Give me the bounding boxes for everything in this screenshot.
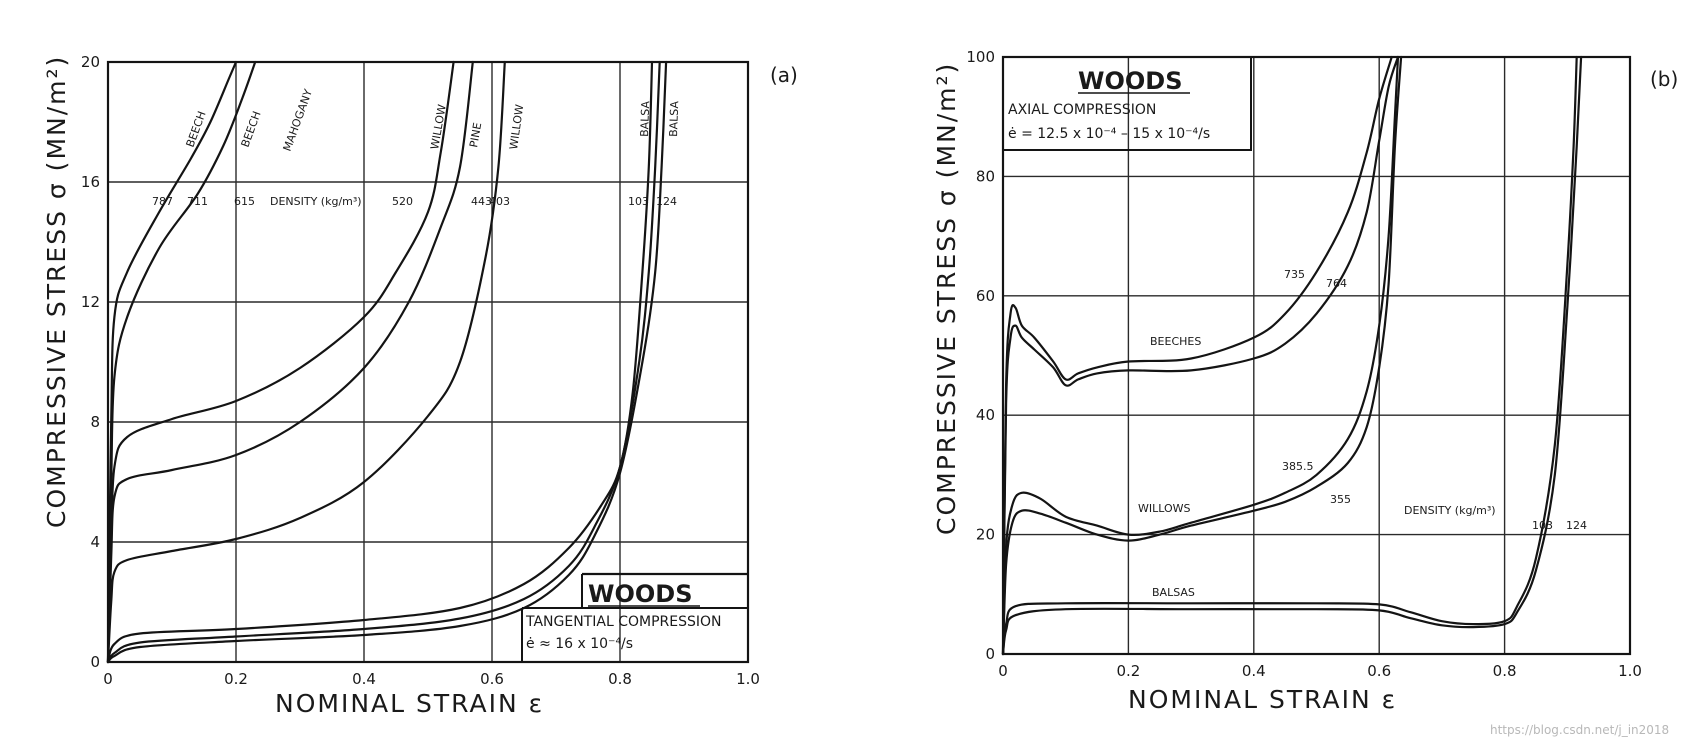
panel-b-series-willows-385-5	[1001, 55, 1400, 656]
panel-a-curve-label-balsa-1: BALSA	[638, 100, 652, 137]
panel-b-legend-line1: AXIAL COMPRESSION	[1008, 102, 1156, 118]
panel-b-chart: 0 0.2 0.4 0.6 0.8 1.0 0 20 40 60 80 100 (b) NOMINAL…	[932, 48, 1678, 714]
panel-b-y-tick-3: 60	[976, 287, 995, 305]
panel-b-legend-title: WOODS	[1078, 67, 1182, 95]
panel-b-group-label-balsas: BALSAS	[1152, 586, 1195, 599]
panel-a-x-tick-2: 0.4	[352, 670, 376, 688]
panel-b-density-735: 735	[1284, 268, 1305, 281]
panel-a-y-tick-1: 4	[90, 533, 100, 551]
panel-b-y-tick-2: 40	[976, 406, 995, 424]
panel-b-x-tick-3: 0.6	[1367, 662, 1391, 680]
panel-b-y-tick-0: 0	[985, 645, 995, 663]
panel-a-x-tick-5: 1.0	[736, 670, 760, 688]
panel-a-series-pine-443	[106, 60, 506, 664]
panel-a-y-tick-2: 8	[90, 413, 100, 431]
panel-b-x-axis-label: NOMINAL STRAIN ε	[1128, 685, 1397, 714]
panel-b-density-355: 355	[1330, 493, 1351, 506]
panel-b-y-tick-5: 100	[966, 48, 995, 66]
panel-a-x-tick-1: 0.2	[224, 670, 248, 688]
panel-a-plot-frame	[106, 60, 750, 664]
panel-b-density-124: 124	[1566, 519, 1587, 532]
panel-a-x-tick-3: 0.6	[480, 670, 504, 688]
panel-a-x-axis-label: NOMINAL STRAIN ε	[275, 689, 544, 718]
panel-a-chart: 0 0.2 0.4 0.6 0.8 1.0 0 4 8 12 16 20 (a) NOMINAL ST…	[42, 53, 798, 718]
panel-a-curve-label-mahogany: MAHOGANY	[281, 87, 316, 153]
panel-b-series-balsas-103	[1001, 55, 1578, 656]
panel-b-legend-line2: ė = 12.5 x 10⁻⁴ – 15 x 10⁻⁴/s	[1008, 126, 1210, 142]
panel-b-series-willows-355	[1001, 55, 1403, 656]
panel-a-density-520: 520	[392, 195, 413, 208]
panel-a-label: (a)	[770, 63, 798, 87]
panel-a-series-mahogany-615	[106, 60, 455, 664]
panel-a-curve-label-willow-2: WILLOW	[507, 103, 526, 150]
panel-a-curve-label-beech-2: BEECH	[239, 109, 264, 149]
panel-a-curve-label-balsa-2: BALSA	[667, 100, 681, 137]
panel-a-curve-label-pine: PINE	[467, 122, 484, 149]
panel-a-density-103: 103	[628, 195, 649, 208]
panel-a-y-tick-0: 0	[90, 653, 100, 671]
panel-a-curve-label-beech-1: BEECH	[184, 109, 209, 149]
panel-b-x-tick-1: 0.2	[1116, 662, 1140, 680]
panel-a-series-willow-520	[106, 60, 474, 664]
panel-b-plot-frame	[1001, 55, 1632, 656]
panel-b-y-tick-1: 20	[976, 526, 995, 544]
panel-b-group-label-willows: WILLOWS	[1138, 502, 1191, 515]
panel-b-x-tick-5: 1.0	[1618, 662, 1642, 680]
panel-a-series-beech-711	[106, 60, 257, 664]
watermark: https://blog.csdn.net/j_in2018	[1490, 723, 1669, 737]
panel-b-density-764: 764	[1326, 277, 1347, 290]
panel-b-group-label-beeches: BEECHES	[1150, 335, 1201, 348]
panel-a-series-willow-403	[106, 60, 654, 664]
panel-b-x-tick-0: 0	[998, 662, 1008, 680]
panel-a-y-axis-label: COMPRESSIVE STRESS σ (MN/m²)	[42, 55, 71, 528]
panel-a-density-787: 787	[152, 195, 173, 208]
panel-a-x-tick-0: 0	[103, 670, 113, 688]
panel-a-y-tick-4: 16	[81, 173, 100, 191]
panel-a-legend-title: WOODS	[588, 580, 692, 608]
panel-a-density-403: 403	[489, 195, 510, 208]
panel-a-series-beech-787	[106, 60, 238, 664]
panel-a-y-tick-3: 12	[81, 293, 100, 311]
panel-a-density-615: 615	[234, 195, 255, 208]
panel-a-density-443: 443	[471, 195, 492, 208]
panel-b-label: (b)	[1650, 67, 1678, 91]
panel-a-series-balsa-103	[106, 60, 661, 664]
panel-a-x-tick-4: 0.8	[608, 670, 632, 688]
panel-a-density-label: DENSITY (kg/m³)	[270, 195, 362, 208]
panel-b-series-beeches-735	[1001, 55, 1393, 656]
panel-b-x-tick-2: 0.4	[1242, 662, 1266, 680]
panel-b-density-385-5: 385.5	[1282, 460, 1314, 473]
panel-b-density-103: 103	[1532, 519, 1553, 532]
panel-a-series-balsa-124	[106, 60, 668, 664]
panel-b-density-label: DENSITY (kg/m³)	[1404, 504, 1496, 517]
panel-b-series-balsas-124	[1001, 55, 1583, 656]
panel-a-y-tick-5: 20	[81, 53, 100, 71]
panel-b-y-tick-4: 80	[976, 167, 995, 185]
panel-b-x-tick-4: 0.8	[1493, 662, 1517, 680]
panel-b-y-axis-label: COMPRESSIVE STRESS σ (MN/m²)	[932, 62, 961, 535]
panel-a-legend-box: WOODS TANGENTIAL COMPRESSION ė ≈ 16 x 10…	[521, 572, 748, 662]
panel-a-density-711: 711	[187, 195, 208, 208]
panel-a-legend-line2: ė ≈ 16 x 10⁻⁴/s	[526, 636, 633, 652]
panel-b-legend-box: WOODS AXIAL COMPRESSION ė = 12.5 x 10⁻⁴ …	[1002, 56, 1252, 151]
panel-a-density-124: 124	[656, 195, 677, 208]
panel-b-series-beeches-764	[1001, 55, 1400, 656]
panel-a-legend-line1: TANGENTIAL COMPRESSION	[525, 614, 721, 630]
